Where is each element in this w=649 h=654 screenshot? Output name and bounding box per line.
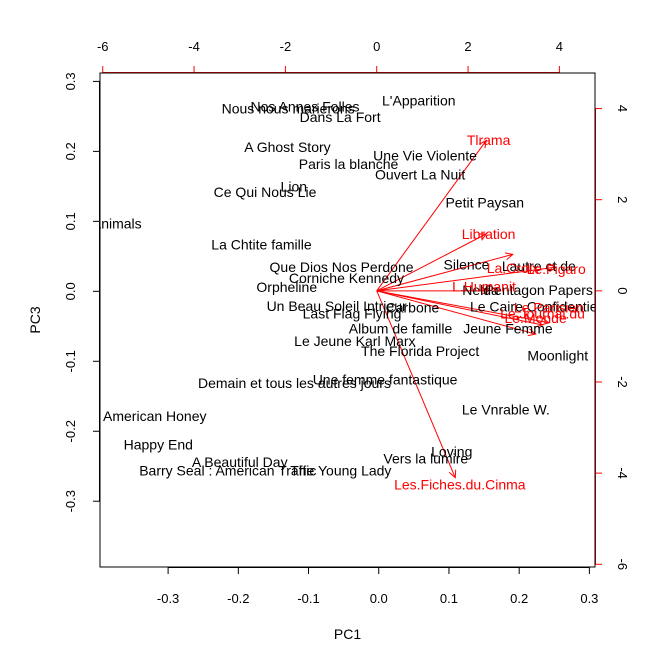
loading-arrow <box>376 266 557 292</box>
observation-label: Dans La Fort <box>300 109 381 125</box>
left-tick-label: -0.1 <box>63 350 78 372</box>
top-tick-label: -4 <box>188 39 200 54</box>
loading-arrowhead <box>504 252 514 260</box>
loading-arrowhead <box>448 469 457 479</box>
bottom-tick-label: -0.1 <box>297 591 319 606</box>
observation-label: Ce Qui Nous Lie <box>214 184 317 200</box>
observation-label: Petit Paysan <box>445 194 524 210</box>
left-tick-label: -0.2 <box>63 420 78 442</box>
observation-label: Nocturnal Animals <box>29 215 142 231</box>
bottom-tick-label: -0.3 <box>157 591 179 606</box>
bottom-tick-label: 0.3 <box>580 591 598 606</box>
left-tick-label: 0.3 <box>63 72 78 90</box>
observation-label: Le Caire Confidentiel <box>470 299 601 315</box>
observation-label: The Young Lady <box>290 462 391 478</box>
top-tick-label: 4 <box>556 39 563 54</box>
observation-label: Lautre ct de <box>502 258 576 274</box>
top-tick-label: -6 <box>97 39 109 54</box>
right-tick-label: -6 <box>615 558 630 570</box>
loading-arrow <box>376 140 487 292</box>
loading-arrowhead <box>479 139 487 149</box>
observation-label: Un Beau Soleil Intrieur <box>267 298 407 314</box>
observation-label: Une Vie Violente <box>373 148 477 164</box>
top-tick-label: -2 <box>280 39 292 54</box>
bottom-tick-label: 0.2 <box>510 591 528 606</box>
plot-frame <box>99 72 596 568</box>
observation-label: Paris la blanche <box>299 156 399 172</box>
observation-label: Le Jeune Karl Marx <box>294 333 415 349</box>
loading-arrowhead <box>534 319 544 328</box>
right-tick-label: -4 <box>615 467 630 479</box>
variable-label: La.Croix <box>487 260 539 276</box>
variable-label: Les.Fiches.du.Cinma <box>394 477 526 493</box>
observation-label: La Chtite famille <box>211 236 312 252</box>
variable-label: Tlrama <box>467 132 511 148</box>
right-tick-label: 0 <box>615 287 630 294</box>
loading-arrow <box>376 233 487 292</box>
observation-label: Orpheline <box>256 279 317 295</box>
loading-arrowhead <box>548 264 558 272</box>
left-tick-label: 0.0 <box>63 282 78 300</box>
loading-arrowhead <box>478 233 488 241</box>
loading-arrow <box>376 290 456 478</box>
observation-label: Barry Seal : American Traffic <box>139 462 316 478</box>
right-tick-label: 4 <box>615 105 630 112</box>
observation-label: Last Flag Flying <box>303 306 402 322</box>
observation-label: Vers la lumire <box>383 451 468 467</box>
variable-label: Le.Figaro <box>527 261 586 277</box>
loading-arrowhead <box>541 317 551 326</box>
observation-label: Que Dios Nos Perdone <box>270 259 414 275</box>
bottom-tick-label: 0.0 <box>370 591 388 606</box>
loading-arrow <box>376 290 549 324</box>
observation-label: Pentagon Papers <box>485 282 593 298</box>
observation-label: A Beautiful Day <box>192 454 288 470</box>
observation-label: Silence <box>444 257 490 273</box>
observation-label: Happy End <box>124 437 193 453</box>
observation-label: The Florida Project <box>361 343 479 359</box>
observation-label: Jeune Femme <box>463 320 553 336</box>
loading-arrow <box>376 290 543 326</box>
observation-label: A Ghost Story <box>244 139 330 155</box>
variable-label: Le.Parisien <box>514 300 584 316</box>
observation-label: Carbone <box>386 299 440 315</box>
observation-label: Une femme fantastique <box>313 371 458 387</box>
x-axis-title: PC1 <box>334 626 361 642</box>
variable-label: L.Humanit <box>452 278 516 294</box>
observation-label: Demain et tous les autres jours <box>198 375 391 391</box>
observation-label: Lion <box>281 178 307 194</box>
observation-label: Corniche Kennedy <box>289 270 404 286</box>
loading-arrowhead <box>527 328 537 337</box>
loading-arrow <box>376 253 513 292</box>
bottom-tick-label: -0.2 <box>227 591 249 606</box>
observation-label: Loving <box>431 444 472 460</box>
observation-label: Album de famille <box>349 320 453 336</box>
left-tick-label: 0.1 <box>63 212 78 230</box>
observation-label: Nos Annes Folles <box>251 99 360 115</box>
loading-arrowhead <box>481 286 490 295</box>
bottom-tick-label: 0.1 <box>440 591 458 606</box>
observation-label: Ouvert La Nuit <box>375 166 465 182</box>
observation-label: American Honey <box>103 408 207 424</box>
variable-label: Le.Monde <box>504 310 566 326</box>
variable-label: Le.Journal.du <box>500 306 585 322</box>
observation-label: Le Vnrable W. <box>462 402 550 418</box>
observation-label: Nous nous marierons <box>222 101 355 117</box>
right-tick-label: -2 <box>615 376 630 388</box>
top-tick-label: 2 <box>464 39 471 54</box>
top-tick-label: 0 <box>373 39 380 54</box>
loading-arrows <box>376 139 558 479</box>
observation-label: Moonlight <box>527 348 588 364</box>
variable-label: Libration <box>462 226 516 242</box>
right-tick-label: 2 <box>615 196 630 203</box>
left-tick-label: 0.2 <box>63 142 78 160</box>
observation-label: Nelda <box>462 282 499 298</box>
left-tick-label: -0.3 <box>63 490 78 512</box>
y-axis-title: PC3 <box>27 306 43 333</box>
observation-label: L'Apparition <box>382 92 456 108</box>
loading-arrow <box>376 290 536 335</box>
